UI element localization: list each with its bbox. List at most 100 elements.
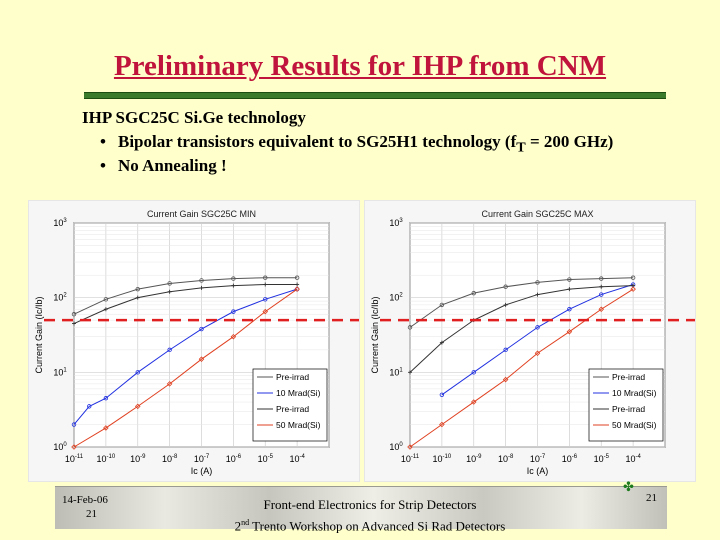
y-axis-label: Current Gain (Ic/Ib) (370, 296, 380, 373)
logo-icon: ✤ (623, 479, 634, 494)
title-rule (84, 92, 666, 99)
data-point (599, 292, 604, 297)
legend-label: 50 Mrad(Si) (612, 420, 657, 430)
data-point (294, 275, 300, 280)
data-point (439, 421, 445, 428)
data-point (439, 302, 445, 308)
data-point (103, 425, 109, 431)
data-point (231, 276, 236, 281)
data-point (599, 284, 604, 289)
data-point (135, 286, 140, 292)
x-tick-label: 10-5 (258, 454, 274, 464)
data-point (502, 376, 509, 383)
data-point (503, 284, 508, 289)
data-point (230, 333, 237, 340)
y-tick-label: 102 (53, 293, 67, 303)
legend-label: Pre-irrad (612, 372, 645, 382)
x-tick-label: 10-7 (194, 454, 210, 464)
data-point (199, 278, 204, 283)
x-tick-label: 10-8 (498, 454, 514, 464)
data-point (599, 276, 604, 281)
data-point (630, 275, 636, 280)
legend-label: 50 Mrad(Si) (276, 420, 321, 430)
x-tick-label: 10-9 (130, 454, 146, 464)
x-tick-label: 10-4 (625, 454, 641, 464)
data-point (103, 396, 109, 401)
footer-line-2: 2nd Trento Workshop on Advanced Si Rad D… (200, 514, 540, 535)
data-point (135, 295, 140, 300)
footer-page-number: 21 (646, 492, 657, 504)
data-point (503, 302, 508, 307)
series-line (73, 277, 298, 315)
data-point (263, 297, 268, 302)
chart-title: Current Gain SGC25C MIN (147, 209, 256, 219)
x-axis-label: Ic (A) (191, 466, 213, 476)
data-point (503, 347, 508, 353)
data-point (407, 325, 413, 330)
bullet-1: • Bipolar transistors equivalent to SG25H… (100, 132, 613, 156)
data-point (407, 444, 413, 450)
bullet-1-tail: = 200 GHz) (525, 132, 614, 151)
bullet-dot: • (100, 156, 106, 175)
data-point (566, 328, 573, 335)
data-point (295, 282, 300, 287)
intro-line: IHP SGC25C Si.Ge technology (82, 108, 306, 127)
x-tick-label: 10-8 (162, 454, 178, 464)
data-point (71, 312, 77, 317)
footer-line-2-num: 2 (234, 518, 242, 534)
bullet-1-sub: T (516, 139, 526, 156)
y-tick-label: 101 (53, 367, 67, 377)
series-line (73, 288, 298, 425)
data-point (567, 287, 572, 292)
data-point (167, 281, 172, 286)
y-tick-label: 103 (53, 218, 67, 228)
x-tick-label: 10-5 (594, 454, 610, 464)
data-point (567, 277, 572, 282)
data-point (439, 340, 444, 345)
x-tick-label: 10-10 (433, 454, 452, 464)
chart-panel-max: Current Gain SGC25C MAX 10-11 10-10 10-9 10-… (364, 200, 696, 482)
x-tick-label: 10-6 (562, 454, 578, 464)
data-point (567, 307, 572, 312)
data-point (535, 292, 540, 297)
series-line (409, 285, 634, 373)
data-point (534, 350, 541, 357)
bullet-dot: • (100, 132, 106, 151)
footer-line-1: Front-end Electronics for Strip Detector… (263, 497, 477, 512)
x-tick-label: 10-11 (401, 454, 420, 464)
data-point (199, 326, 204, 332)
y-tick-label: 100 (389, 442, 403, 452)
x-axis-label: Ic (A) (527, 466, 549, 476)
chart-min: Current Gain SGC25C MIN 10-11 10-10 10-9 10-… (34, 209, 359, 476)
data-point (471, 290, 476, 296)
legend-box (252, 368, 328, 442)
footer-slide-number: 21 (86, 508, 97, 520)
footer-line-2-sup: nd (241, 518, 250, 527)
footer-bar (55, 486, 667, 529)
data-point (166, 381, 173, 387)
data-point (134, 403, 141, 410)
data-point (231, 309, 236, 314)
legend-label: Pre-irrad (276, 372, 309, 382)
series-line (73, 284, 298, 325)
legend-label: Pre-irrad (612, 404, 645, 414)
chart-title: Current Gain SGC25C MAX (481, 209, 593, 219)
data-point (103, 297, 109, 302)
y-tick-label: 101 (389, 367, 403, 377)
x-tick-label: 10-9 (466, 454, 482, 464)
y-tick-label: 103 (389, 218, 403, 228)
data-point (167, 347, 172, 353)
legend-label: Pre-irrad (276, 404, 309, 414)
data-point (598, 306, 605, 312)
legend-label: 10 Mrad(Si) (612, 388, 657, 398)
footer-center: Front-end Electronics for Strip Detector… (200, 496, 540, 535)
data-point (87, 404, 92, 409)
data-point (263, 282, 268, 287)
x-tick-label: 10-10 (97, 454, 116, 464)
data-point (72, 321, 76, 326)
legend-box (588, 368, 664, 442)
y-tick-label: 102 (389, 293, 403, 303)
data-point (294, 286, 300, 292)
data-point (71, 444, 77, 450)
bullet-1-text: Bipolar transistors equivalent to SG25H1… (118, 132, 517, 151)
